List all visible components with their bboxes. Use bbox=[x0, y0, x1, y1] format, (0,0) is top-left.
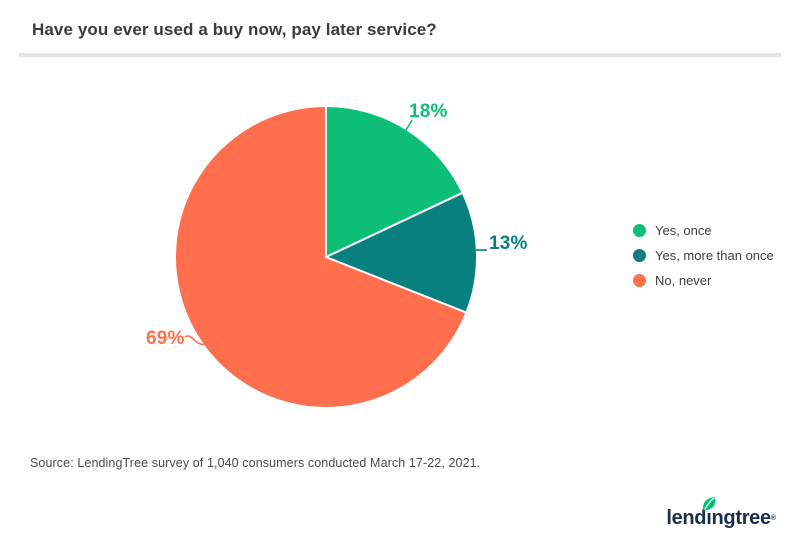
pie-slice-1 bbox=[325, 191, 479, 314]
legend-dot-yes-more-than-once bbox=[633, 248, 646, 262]
slice-value-yes-once: 18% bbox=[409, 101, 448, 122]
legend-label-yes-more-than-once: Yes, more than once bbox=[655, 247, 774, 263]
pie-svg bbox=[174, 105, 487, 409]
pie-chart: 18% 13% 69% bbox=[0, 70, 800, 445]
lendingtree-logo: lendı ngtree® bbox=[666, 496, 776, 530]
legend-dot-yes-once bbox=[633, 223, 646, 237]
source-note: Source: LendingTree survey of 1,040 cons… bbox=[30, 456, 481, 470]
legend-item-no-never: No, never bbox=[633, 272, 774, 288]
legend-item-yes-more-than-once: Yes, more than once bbox=[633, 247, 774, 263]
leader-line-no-never bbox=[184, 335, 207, 346]
logo-text-post: ngtree bbox=[711, 507, 772, 529]
legend-label-yes-once: Yes, once bbox=[655, 222, 712, 238]
pie-slice-2 bbox=[174, 105, 468, 409]
slice-value-no-never: 69% bbox=[146, 328, 185, 349]
logo-text-pre: lend bbox=[666, 507, 707, 529]
leaf-icon bbox=[703, 496, 716, 511]
legend-item-yes-once: Yes, once bbox=[633, 222, 774, 238]
chart-title: Have you ever used a buy now, pay later … bbox=[32, 20, 437, 39]
slice-value-yes-more-than-once: 13% bbox=[489, 233, 528, 254]
legend-dot-no-never bbox=[633, 273, 646, 287]
logo-dotless-i: ı bbox=[703, 496, 716, 530]
legend: Yes, once Yes, more than once No, never bbox=[633, 222, 774, 288]
registered-mark: ® bbox=[770, 515, 776, 522]
legend-label-no-never: No, never bbox=[655, 272, 712, 288]
title-divider bbox=[19, 53, 781, 57]
leader-line-yes-once bbox=[401, 119, 413, 138]
